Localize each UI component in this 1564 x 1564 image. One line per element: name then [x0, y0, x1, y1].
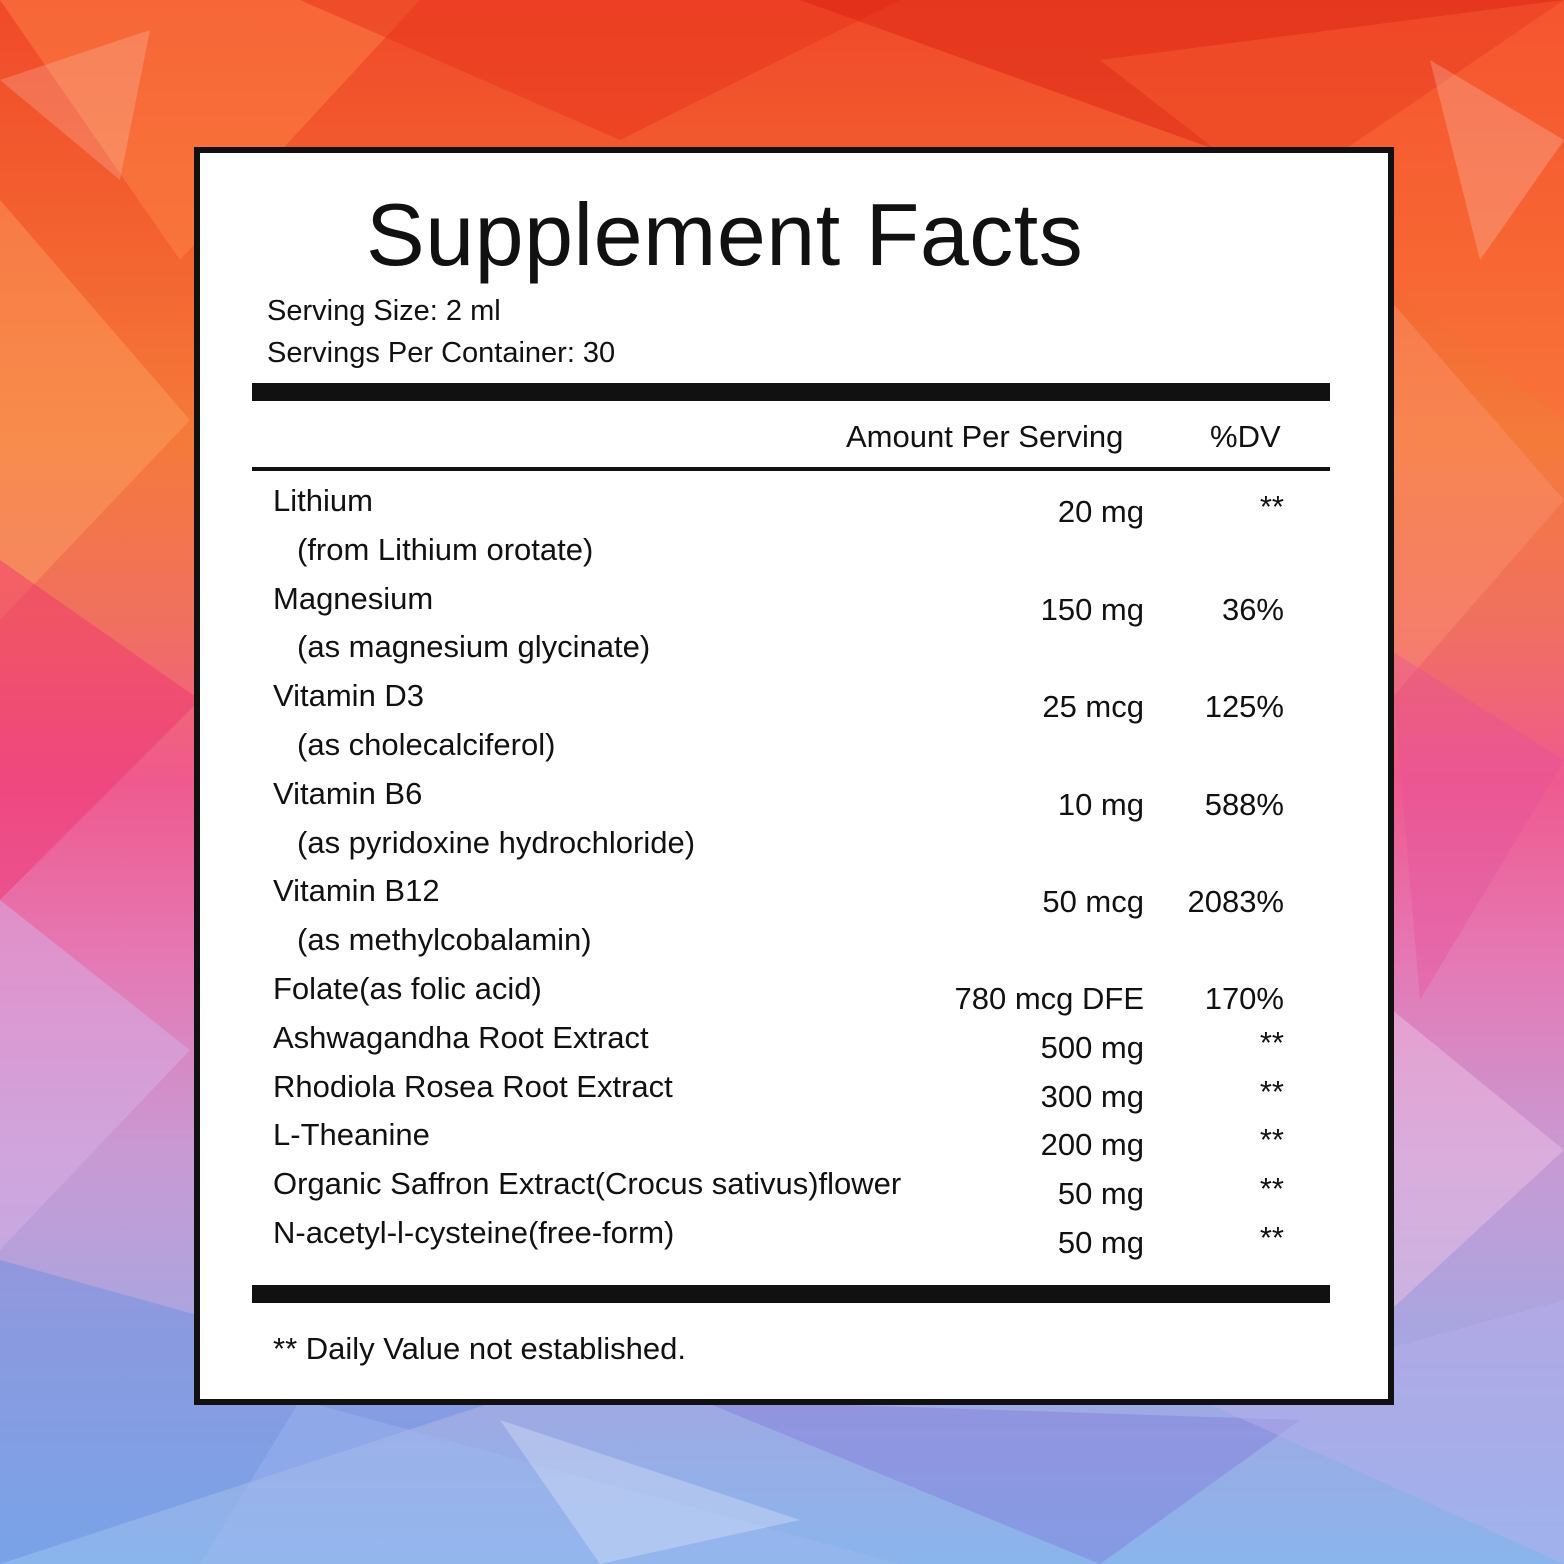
- nutrient-dv: **: [1259, 489, 1284, 524]
- nutrient-source: (as methylcobalamin): [297, 922, 592, 958]
- nutrient-source: (from Lithium orotate): [297, 531, 594, 567]
- nutrient-dv: 170%: [1204, 981, 1284, 1016]
- nutrient-name: Lithium: [273, 483, 373, 518]
- nutrient-name: N-acetyl-l-cysteine(free-form): [273, 1215, 675, 1250]
- nutrient-amount: 300 mg: [1040, 1078, 1144, 1114]
- nutrient-amount: 50 mg: [1057, 1225, 1144, 1260]
- thick-divider-top: [252, 383, 1330, 401]
- footnote: ** Daily Value not established.: [273, 1331, 687, 1366]
- nutrient-source: (as cholecalciferol): [297, 726, 556, 762]
- dv-column-header: %DV: [1210, 419, 1281, 454]
- nutrient-name: Vitamin B6: [273, 775, 423, 811]
- nutrient-amount: 50 mg: [1057, 1176, 1144, 1212]
- nutrient-dv: 588%: [1204, 786, 1284, 822]
- nutrient-amount: 150 mg: [1040, 591, 1144, 627]
- nutrient-dv: 36%: [1221, 591, 1284, 627]
- nutrient-dv: 125%: [1204, 689, 1284, 725]
- supplement-facts-panel: Supplement Facts Serving Size: 2 ml Serv…: [194, 147, 1394, 1405]
- nutrient-amount: 200 mg: [1040, 1127, 1144, 1163]
- nutrient-dv: **: [1259, 1220, 1284, 1255]
- nutrient-dv: **: [1259, 1122, 1284, 1158]
- nutrient-amount: 780 mcg DFE: [954, 981, 1144, 1016]
- nutrient-dv: **: [1259, 1024, 1284, 1060]
- nutrient-amount: 500 mg: [1040, 1029, 1144, 1065]
- nutrient-source: (as magnesium glycinate): [297, 629, 651, 665]
- nutrient-name: Magnesium: [273, 580, 434, 616]
- nutrient-name: Organic Saffron Extract(Crocus sativus)f…: [273, 1166, 902, 1202]
- nutrient-dv: **: [1259, 1073, 1284, 1109]
- thick-divider-bottom: [252, 1285, 1330, 1303]
- amount-column-header: Amount Per Serving: [846, 419, 1124, 454]
- nutrient-name: Rhodiola Rosea Root Extract: [273, 1068, 673, 1104]
- nutrient-dv: 2083%: [1187, 884, 1284, 920]
- nutrient-amount: 25 mcg: [1042, 689, 1144, 725]
- nutrient-name: Vitamin B12: [273, 873, 440, 909]
- nutrient-source: (as pyridoxine hydrochloride): [297, 824, 696, 860]
- nutrient-amount: 20 mg: [1057, 494, 1144, 529]
- serving-size: Serving Size: 2 ml: [267, 295, 501, 327]
- nutrient-amount: 50 mcg: [1042, 884, 1144, 920]
- nutrient-amount: 10 mg: [1057, 786, 1144, 822]
- nutrient-name: Folate(as folic acid): [273, 971, 542, 1006]
- nutrient-name: Ashwagandha Root Extract: [273, 1019, 649, 1055]
- nutrient-dv: **: [1259, 1171, 1284, 1207]
- thin-divider: [252, 467, 1330, 471]
- nutrient-name: L-Theanine: [273, 1117, 430, 1153]
- servings-per-container: Servings Per Container: 30: [267, 337, 616, 369]
- nutrient-name: Vitamin D3: [273, 678, 425, 714]
- label-title: Supplement Facts: [366, 185, 1084, 284]
